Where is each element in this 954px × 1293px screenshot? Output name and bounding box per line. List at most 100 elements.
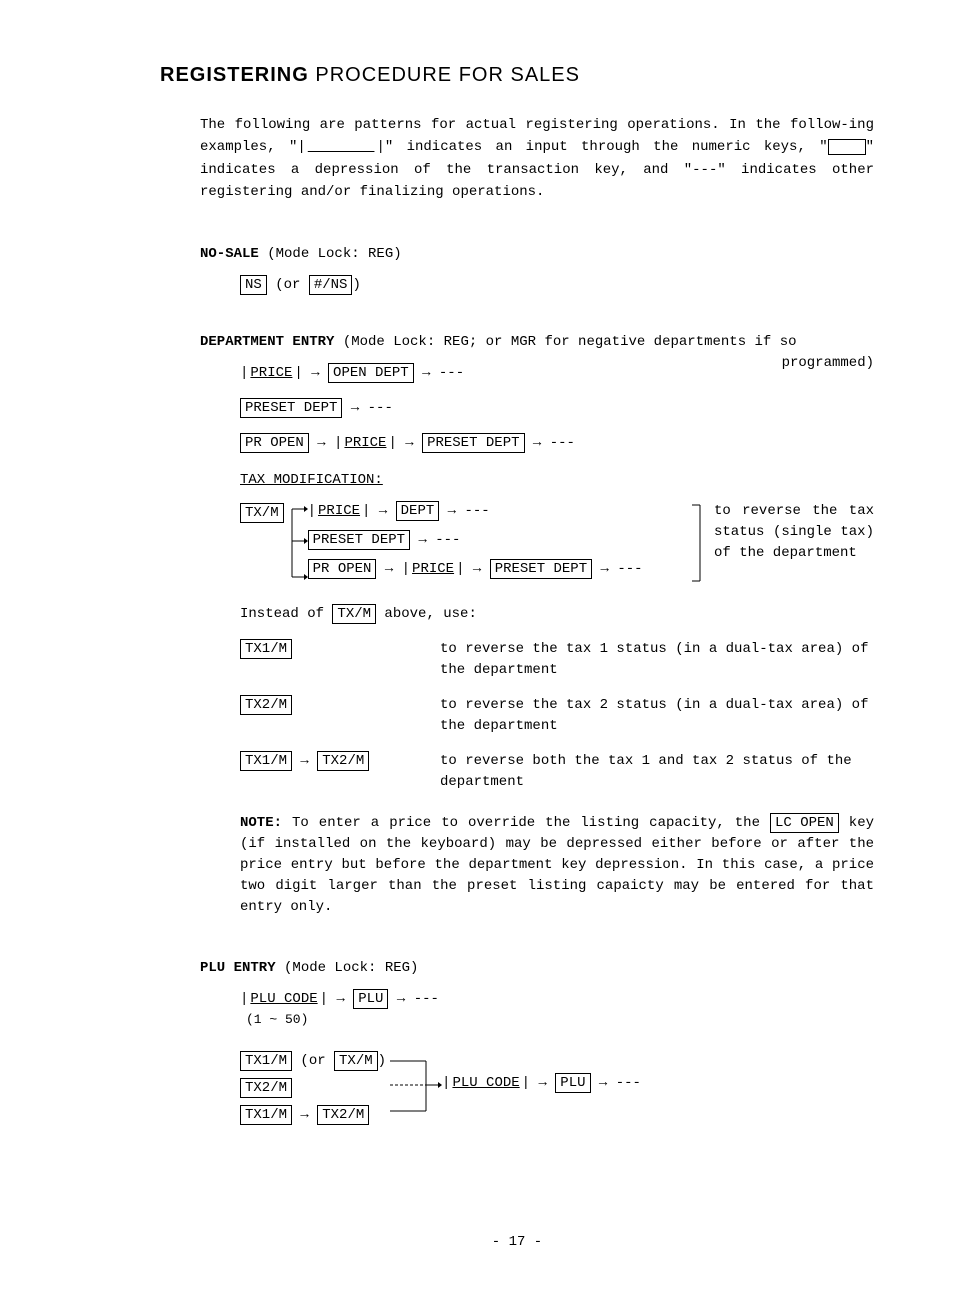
tx1m-key: TX1/M: [240, 751, 292, 771]
arrow-icon: →: [300, 1107, 308, 1123]
open-dept-key: OPEN DEPT: [328, 363, 414, 383]
title-bold: REGISTERING: [160, 64, 309, 86]
arrow-icon: →: [397, 991, 405, 1007]
plu-code-input: PLU CODE: [450, 1075, 521, 1091]
tax-line-3: PR OPEN → |PRICE| → PRESET DEPT → ---: [308, 559, 690, 580]
lc-open-key: LC OPEN: [770, 813, 839, 833]
note-label: NOTE:: [240, 815, 282, 831]
tx1m-key: TX1/M: [240, 1105, 292, 1125]
plu-key: PLU: [555, 1073, 590, 1093]
txm-key: TX/M: [240, 503, 284, 523]
ns-key: NS: [240, 275, 267, 295]
plu-code-input: PLU CODE: [248, 991, 319, 1007]
tax-line-2: PRESET DEPT → ---: [308, 530, 690, 551]
brace-left: TX/M: [240, 501, 284, 588]
tx2m-key: TX2/M: [240, 695, 292, 715]
dots: ---: [435, 532, 460, 548]
plu-entry-header: PLU ENTRY (Mode Lock: REG): [200, 958, 874, 979]
plu-range: (1 ~ 50): [246, 1012, 308, 1027]
intro-b: " indicates an input through the numeric…: [385, 139, 828, 155]
plu-brace: TX1/M (or TX/M) TX2/M TX1/M → TX2/M |PLU…: [240, 1051, 874, 1132]
dots: ---: [616, 1075, 641, 1091]
pr-open-key: PR OPEN: [308, 559, 377, 579]
plu-bracket-icon: [386, 1051, 442, 1123]
arrow-icon: →: [538, 1075, 546, 1091]
arrow-icon: →: [601, 561, 609, 577]
plu-brace-right: |PLU CODE| → PLU → ---: [442, 1051, 874, 1132]
arrow-icon: →: [317, 435, 325, 451]
dots: ---: [368, 400, 393, 416]
dept-seq-1: |PRICE| → OPEN DEPT → ---: [240, 363, 874, 384]
tx2m-key: TX2/M: [317, 751, 369, 771]
plu-line-2: TX2/M: [240, 1078, 386, 1099]
arrow-icon: →: [422, 365, 430, 381]
dots: ---: [617, 561, 642, 577]
preset-dept-key: PRESET DEPT: [308, 530, 410, 550]
mod-row-1: TX1/M to reverse the tax 1 status (in a …: [240, 639, 874, 681]
arrow-icon: →: [405, 435, 413, 451]
title-rest: PROCEDURE FOR SALES: [309, 64, 580, 86]
dept-entry-header: DEPARTMENT ENTRY (Mode Lock: REG; or MGR…: [200, 332, 874, 353]
plu-label: PLU ENTRY: [200, 960, 276, 976]
no-sale-header: NO-SALE (Mode Lock: REG): [200, 244, 874, 265]
mod-row-3: TX1/M → TX2/M to reverse both the tax 1 …: [240, 751, 874, 793]
arrow-icon: →: [336, 991, 344, 1007]
or-text: (or: [292, 1053, 334, 1069]
bracket-left-icon: [284, 501, 308, 585]
close-paren: ): [352, 277, 360, 293]
dots: ---: [550, 435, 575, 451]
dept-label: DEPARTMENT ENTRY: [200, 334, 334, 350]
plu-brace-left: TX1/M (or TX/M) TX2/M TX1/M → TX2/M: [240, 1051, 386, 1132]
tax-mod-brace: TX/M |PRICE| → DEPT → --- PRESET DEPT → …: [240, 501, 874, 588]
no-sale-mode: (Mode Lock: REG): [259, 246, 402, 262]
mod-row-2: TX2/M to reverse the tax 2 status (in a …: [240, 695, 874, 737]
txm-key: TX/M: [334, 1051, 378, 1071]
pr-open-key: PR OPEN: [240, 433, 309, 453]
arrow-icon: →: [473, 561, 481, 577]
arrow-icon: →: [599, 1075, 607, 1091]
page-title: REGISTERING PROCEDURE FOR SALES: [160, 60, 874, 90]
brace-description: to reverse the tax status (single tax) o…: [704, 501, 874, 588]
preset-dept-key: PRESET DEPT: [490, 559, 592, 579]
tx1m-key: TX1/M: [240, 639, 292, 659]
dept-seq-2: PRESET DEPT → ---: [240, 398, 874, 419]
preset-dept-key: PRESET DEPT: [422, 433, 524, 453]
arrow-icon: →: [448, 503, 456, 519]
price-input: PRICE: [410, 561, 456, 577]
hash-ns-key: #/NS: [309, 275, 353, 295]
mod3-desc: to reverse both the tax 1 and tax 2 stat…: [440, 751, 874, 793]
dots: ---: [414, 991, 439, 1007]
dept-mode2: programmed): [782, 353, 874, 374]
page-number: - 17 -: [160, 1232, 874, 1253]
mod1-desc: to reverse the tax 1 status (in a dual-t…: [440, 639, 874, 681]
plu-connector: [386, 1051, 442, 1132]
price-input: PRICE: [316, 503, 362, 519]
preset-dept-key: PRESET DEPT: [240, 398, 342, 418]
arrow-icon: →: [533, 435, 541, 451]
txm-key: TX/M: [332, 604, 376, 624]
or-text: (or: [267, 277, 309, 293]
tax-mod-header: TAX MODIFICATION:: [240, 470, 874, 491]
intro-paragraph: The following are patterns for actual re…: [200, 114, 874, 204]
price-input: PRICE: [248, 365, 294, 381]
tx2m-key: TX2/M: [317, 1105, 369, 1125]
arrow-icon: →: [418, 532, 426, 548]
no-sale-label: NO-SALE: [200, 246, 259, 262]
note-text1: To enter a price to override the listing…: [282, 815, 770, 831]
tax-line-1: |PRICE| → DEPT → ---: [308, 501, 690, 522]
arrow-icon: →: [300, 753, 308, 769]
bracket-right-icon: [690, 501, 704, 585]
arrow-icon: →: [351, 400, 359, 416]
dept-key: DEPT: [396, 501, 440, 521]
plu-key: PLU: [353, 989, 388, 1009]
tx1m-key: TX1/M: [240, 1051, 292, 1071]
note-block: NOTE: To enter a price to override the l…: [240, 813, 874, 918]
arrow-icon: →: [311, 365, 319, 381]
blank-input-sample: [306, 139, 377, 155]
plu-seq-1: |PLU CODE| → PLU → --- (1 ~ 50): [240, 989, 874, 1031]
brace-arrows: [284, 501, 308, 588]
mod1-key: TX1/M: [240, 639, 440, 681]
plu-mode: (Mode Lock: REG): [276, 960, 419, 976]
blank-key-sample: [828, 139, 866, 155]
mod2-desc: to reverse the tax 2 status (in a dual-t…: [440, 695, 874, 737]
